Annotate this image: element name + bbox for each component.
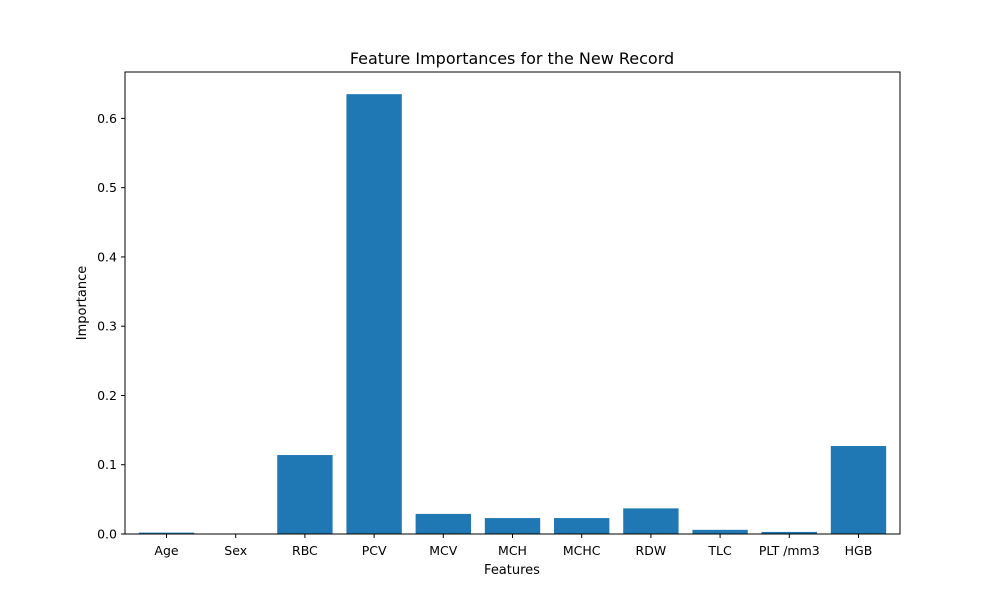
chart-title: Feature Importances for the New Record (350, 49, 674, 68)
y-tick-label: 0.0 (97, 527, 117, 542)
bar-mcv (415, 513, 471, 534)
y-tick-label: 0.3 (97, 319, 117, 334)
bar-plt-mm3 (761, 531, 817, 534)
x-axis: Age Sex RBC PCV MCV MCH MCHC RDW TLC PLT /mm3 HGB (154, 534, 872, 558)
y-axis: 0.0 0.1 0.2 0.3 0.4 0.5 0.6 (97, 111, 125, 542)
bar-mch (484, 518, 541, 534)
x-tick-label: RBC (292, 543, 318, 558)
bar-rdw (623, 508, 679, 534)
bar-pcv (346, 94, 402, 534)
y-tick-label: 0.4 (97, 249, 117, 264)
y-tick-label: 0.5 (97, 180, 117, 195)
y-axis-label: Importance (75, 266, 90, 341)
x-tick-label: Age (154, 543, 178, 558)
bar-tlc (692, 529, 748, 534)
plot-frame (124, 71, 901, 535)
bar-hgb (830, 446, 887, 534)
x-tick-label: RDW (636, 543, 667, 558)
x-tick-label: PCV (362, 543, 387, 558)
x-axis-label: Features (484, 563, 540, 578)
bar-mchc (554, 518, 610, 534)
y-tick-label: 0.1 (97, 457, 117, 472)
bar-rbc (277, 455, 333, 534)
bars-group (138, 94, 887, 534)
y-tick-label: 0.2 (97, 388, 117, 403)
x-tick-label: MCV (429, 543, 458, 558)
x-tick-label: MCHC (563, 543, 601, 558)
y-tick-label: 0.6 (97, 111, 117, 126)
x-tick-label: HGB (845, 543, 873, 558)
x-tick-label: PLT /mm3 (759, 543, 820, 558)
x-tick-label: Sex (224, 543, 247, 558)
x-tick-label: MCH (498, 543, 527, 558)
x-tick-label: TLC (707, 543, 732, 558)
bar-age (138, 532, 195, 534)
